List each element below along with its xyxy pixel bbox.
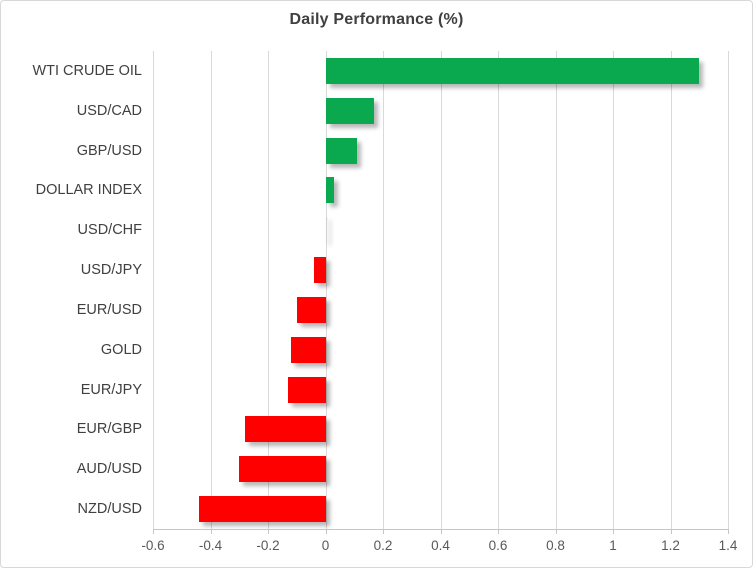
x-tick-label: 0.8 — [546, 538, 565, 553]
bar — [199, 496, 326, 523]
bar — [314, 257, 326, 284]
x-axis-tick-mark — [670, 529, 672, 534]
x-tick-label: -0.6 — [141, 538, 165, 553]
bar — [239, 456, 326, 483]
bar — [325, 177, 335, 204]
category-label: DOLLAR INDEX — [35, 182, 142, 199]
x-axis-tick-mark — [613, 529, 614, 534]
plot-area — [153, 51, 729, 529]
category-label: NZD/USD — [77, 501, 142, 518]
gridline — [613, 51, 614, 529]
x-tick-label: 0.6 — [488, 538, 508, 553]
category-label: GBP/USD — [76, 142, 142, 159]
bar — [296, 296, 326, 323]
x-tick-label: 1 — [609, 538, 617, 553]
x-axis-tick-mark — [555, 529, 557, 534]
bar — [245, 416, 326, 443]
x-tick-label: 0.2 — [373, 538, 393, 553]
x-axis-tick-mark — [440, 529, 442, 534]
bar — [291, 336, 326, 363]
x-axis-tick-mark — [383, 529, 384, 534]
x-axis-tick-mark — [153, 529, 154, 534]
gridline — [383, 51, 384, 529]
chart-title: Daily Performance (%) — [289, 11, 464, 28]
x-tick-label: -0.4 — [198, 538, 223, 553]
bar — [325, 137, 358, 164]
gridline — [153, 51, 154, 529]
x-axis-tick-mark — [728, 529, 729, 534]
gridline — [498, 51, 499, 529]
gridline — [728, 51, 729, 529]
x-tick-label: 0.4 — [431, 538, 450, 553]
x-tick-label: 1.2 — [661, 538, 680, 553]
gridline — [210, 51, 212, 529]
category-label: AUD/USD — [76, 461, 142, 478]
category-label: EUR/GBP — [76, 421, 142, 438]
category-label: USD/CHF — [77, 222, 142, 239]
category-label: USD/JPY — [80, 262, 142, 279]
gridline — [325, 51, 327, 529]
x-axis-tick-mark — [268, 529, 269, 534]
category-label: WTI CRUDE OIL — [32, 62, 142, 79]
category-label: USD/CAD — [76, 102, 142, 119]
bar — [325, 57, 700, 84]
category-label: GOLD — [100, 341, 142, 358]
gridline — [268, 51, 269, 529]
bar — [325, 97, 375, 124]
x-axis-tick-mark — [498, 529, 499, 534]
x-axis-tick-mark — [325, 529, 327, 534]
gridline — [670, 51, 672, 529]
bar — [288, 376, 326, 403]
gridline — [555, 51, 557, 529]
x-tick-label: -0.2 — [256, 538, 280, 553]
category-label: EUR/USD — [76, 301, 142, 318]
gridline — [440, 51, 442, 529]
x-tick-label: 0 — [321, 538, 330, 553]
x-axis-tick-mark — [210, 529, 212, 534]
bar — [325, 217, 328, 244]
category-label: EUR/JPY — [80, 381, 142, 398]
x-tick-label: 1.4 — [718, 538, 738, 553]
